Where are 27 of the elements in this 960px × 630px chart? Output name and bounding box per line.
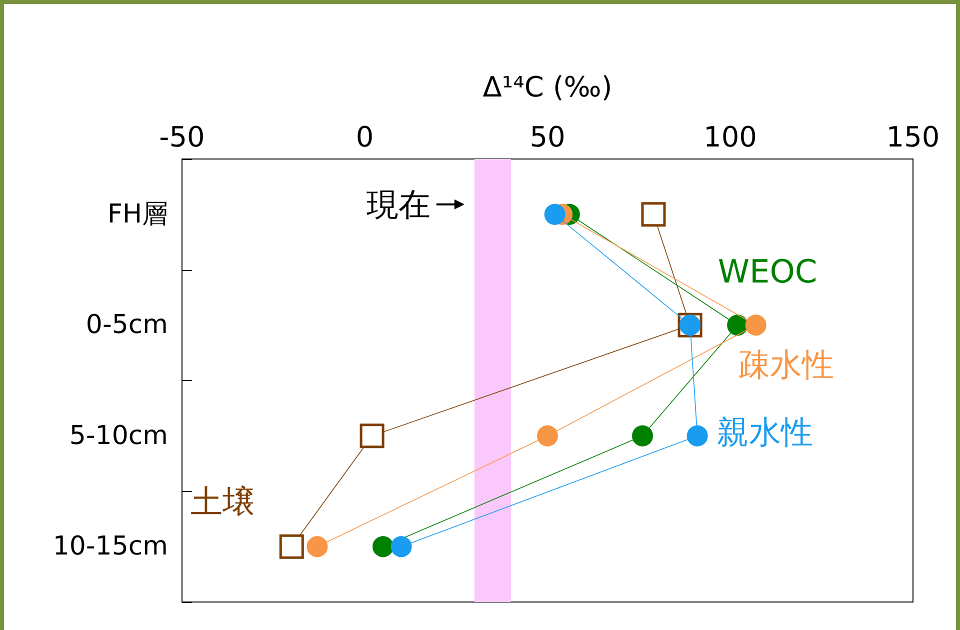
point: [727, 314, 748, 336]
point: [641, 202, 666, 227]
band-label: 現在: [366, 185, 430, 224]
x-axis-title: Δ¹⁴C (‰): [482, 70, 612, 104]
y-tick-label: 0-5cm: [86, 310, 168, 340]
point: [306, 536, 328, 558]
x-tick-label: 100: [704, 120, 757, 154]
series-label: WEOC: [718, 252, 818, 291]
point: [686, 425, 708, 446]
x-tick-label: 50: [530, 120, 566, 154]
point: [544, 204, 566, 225]
point: [745, 314, 766, 336]
x-tick-label: 150: [886, 120, 940, 154]
point: [372, 536, 394, 558]
series-label: 親水性: [716, 412, 813, 451]
point: [390, 536, 412, 558]
point: [632, 425, 654, 446]
point: [360, 424, 384, 448]
point: [537, 425, 558, 446]
y-tick-label: FH層: [107, 199, 168, 230]
x-tick-label: 0: [356, 120, 374, 154]
series-label: 土壌: [190, 482, 254, 521]
y-tick-label: 5-10cm: [69, 420, 168, 451]
point: [279, 534, 304, 559]
x-tick-label: -50: [159, 120, 205, 154]
y-tick-label: 10-15cm: [52, 532, 168, 562]
series-label: 疎水性: [738, 346, 834, 384]
